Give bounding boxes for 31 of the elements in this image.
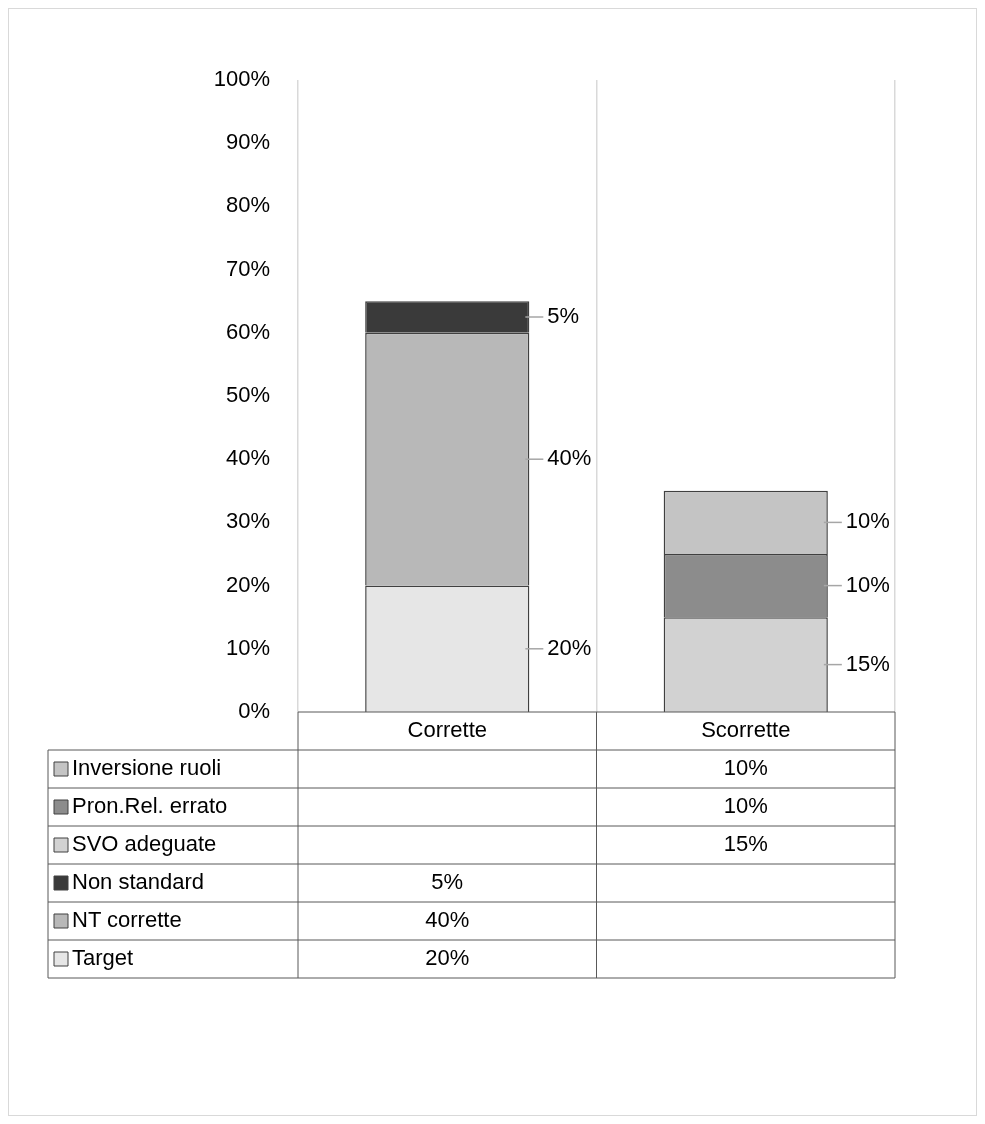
x-tick-label: Scorrette — [701, 717, 791, 743]
y-tick-label: 80% — [225, 192, 270, 218]
text: 20% — [425, 945, 470, 971]
y-tick-label: 40% — [225, 445, 270, 471]
x-tick-label: Corrette — [407, 717, 487, 743]
y-tick-label: 50% — [225, 382, 270, 408]
legend-label: Non standard — [72, 869, 205, 895]
y-tick-label: 30% — [225, 508, 270, 534]
text: 40% — [425, 907, 470, 933]
data-label: 20% — [547, 634, 592, 660]
legend-label: Target — [72, 945, 134, 971]
legend-label: Pron.Rel. errato — [72, 793, 228, 819]
data-label: 15% — [845, 650, 890, 676]
text: 10% — [723, 793, 768, 819]
legend-label: SVO adeguate — [72, 831, 217, 857]
text: 5% — [431, 869, 464, 895]
data-label: 40% — [547, 445, 592, 471]
y-tick-label: 60% — [225, 318, 270, 344]
y-tick-label: 0% — [238, 698, 270, 724]
y-tick-label: 20% — [225, 571, 270, 597]
data-label: 5% — [547, 303, 580, 329]
y-tick-label: 70% — [225, 255, 270, 281]
legend-label: Inversione ruoli — [72, 755, 222, 781]
text: 15% — [723, 831, 768, 857]
y-tick-label: 90% — [225, 129, 270, 155]
y-tick-label: 100% — [213, 66, 270, 92]
y-tick-label: 10% — [225, 634, 270, 660]
data-label: 10% — [845, 571, 890, 597]
data-label: 10% — [845, 508, 890, 534]
text: 10% — [723, 755, 768, 781]
legend-label: NT corrette — [72, 907, 182, 933]
